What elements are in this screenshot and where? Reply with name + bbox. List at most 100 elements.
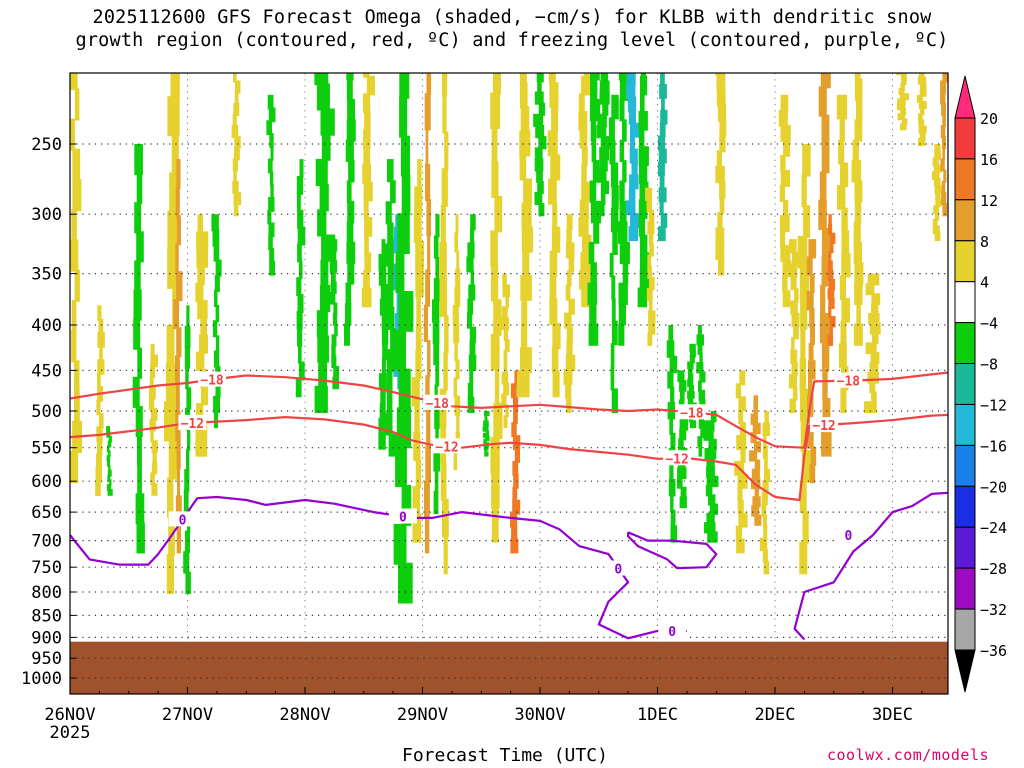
omega-cell [501, 371, 509, 385]
omega-cell [841, 252, 851, 278]
omega-cell [590, 78, 598, 101]
omega-cell [453, 377, 458, 398]
omega-cell [830, 232, 836, 244]
omega-cell [186, 448, 190, 472]
omega-cell [432, 299, 440, 323]
omega-cell [707, 531, 718, 543]
omega-cell [213, 244, 220, 262]
y-tick-label: 650 [31, 503, 62, 523]
omega-cell [175, 243, 179, 274]
omega-cell [132, 376, 140, 408]
omega-cell [697, 343, 703, 355]
omega-cell [380, 283, 389, 301]
omega-cell [435, 363, 440, 387]
omega-cell [581, 146, 588, 166]
omega-cell [951, 285, 954, 299]
omega-cell [314, 385, 328, 413]
omega-cell [788, 374, 797, 389]
colorbar-bin [954, 404, 976, 446]
omega-cell [234, 136, 241, 150]
omega-cell [780, 154, 786, 172]
colorbar-bin [954, 363, 976, 405]
credit-link[interactable]: coolwx.com/models [827, 746, 990, 764]
omega-cell [896, 103, 906, 111]
omega-cell [151, 408, 158, 421]
omega-cell [738, 396, 746, 412]
omega-cell [801, 449, 812, 483]
omega-cell [780, 230, 786, 248]
omega-cell [737, 499, 744, 515]
omega-cell [215, 335, 220, 353]
omega-cell [552, 371, 560, 398]
omega-cell [432, 320, 440, 344]
omega-cell [538, 136, 547, 150]
omega-cell [737, 473, 748, 489]
omega-cell [783, 139, 791, 157]
omega-cell [687, 373, 694, 382]
omega-cell [819, 313, 831, 344]
omega-cell [821, 256, 829, 287]
omega-cell [171, 134, 179, 175]
omega-cell [782, 290, 791, 308]
omega-cell [738, 409, 744, 425]
omega-cell [137, 435, 142, 467]
x-tick-label: 3DEC [872, 705, 913, 725]
omega-cell [629, 213, 639, 229]
omega-cell [393, 226, 400, 241]
omega-cell [867, 371, 880, 384]
omega-cell [949, 518, 953, 523]
y-tick-label: 750 [31, 558, 62, 578]
omega-cell [698, 380, 702, 392]
omega-cell [702, 420, 715, 432]
omega-cell [269, 260, 275, 276]
omega-cell [761, 503, 767, 517]
omega-cell [434, 405, 440, 429]
omega-cell [415, 349, 422, 380]
omega-cell [566, 326, 573, 343]
omega-cell [363, 93, 371, 114]
omega-cell [347, 200, 355, 224]
omega-cell [821, 228, 831, 259]
contour-line [627, 531, 718, 570]
omega-cell [822, 398, 831, 429]
omega-cell [469, 340, 476, 357]
omega-cell [808, 239, 817, 259]
omega-cell [484, 414, 488, 420]
omega-cell [808, 360, 816, 380]
omega-cell [932, 157, 939, 167]
omega-cell [482, 426, 489, 432]
omega-cell [716, 150, 722, 168]
omega-cell [548, 73, 556, 85]
omega-cell [364, 234, 369, 255]
omega-cell [490, 230, 498, 267]
omega-cell [658, 226, 666, 242]
omega-cell [791, 361, 798, 377]
omega-cell [763, 468, 771, 483]
omega-cell [149, 386, 156, 400]
omega-cell [435, 256, 440, 281]
omega-cell [719, 196, 725, 214]
omega-cell [97, 332, 105, 348]
omega-cell [345, 139, 354, 163]
omega-cell [297, 209, 304, 229]
omega-cell [551, 347, 559, 374]
omega-cell [619, 200, 627, 224]
omega-cell [791, 337, 795, 352]
colorbar-label: 12 [980, 192, 998, 210]
colorbar-top-arrow [954, 75, 976, 119]
omega-cell [164, 401, 177, 442]
omega-cell [897, 98, 906, 106]
omega-cell [513, 409, 518, 425]
omega-cell [639, 75, 648, 96]
omega-cell [949, 543, 952, 548]
omega-cell [566, 340, 573, 357]
contour-label-bg [677, 404, 706, 420]
omega-cell [935, 191, 941, 201]
omega-cell [150, 429, 154, 443]
omega-cell [176, 523, 182, 554]
x-tick-label: 29NOV [397, 705, 448, 725]
omega-cell [854, 180, 863, 203]
omega-cell [948, 320, 952, 334]
omega-cell [871, 391, 877, 404]
omega-cell [596, 169, 607, 183]
